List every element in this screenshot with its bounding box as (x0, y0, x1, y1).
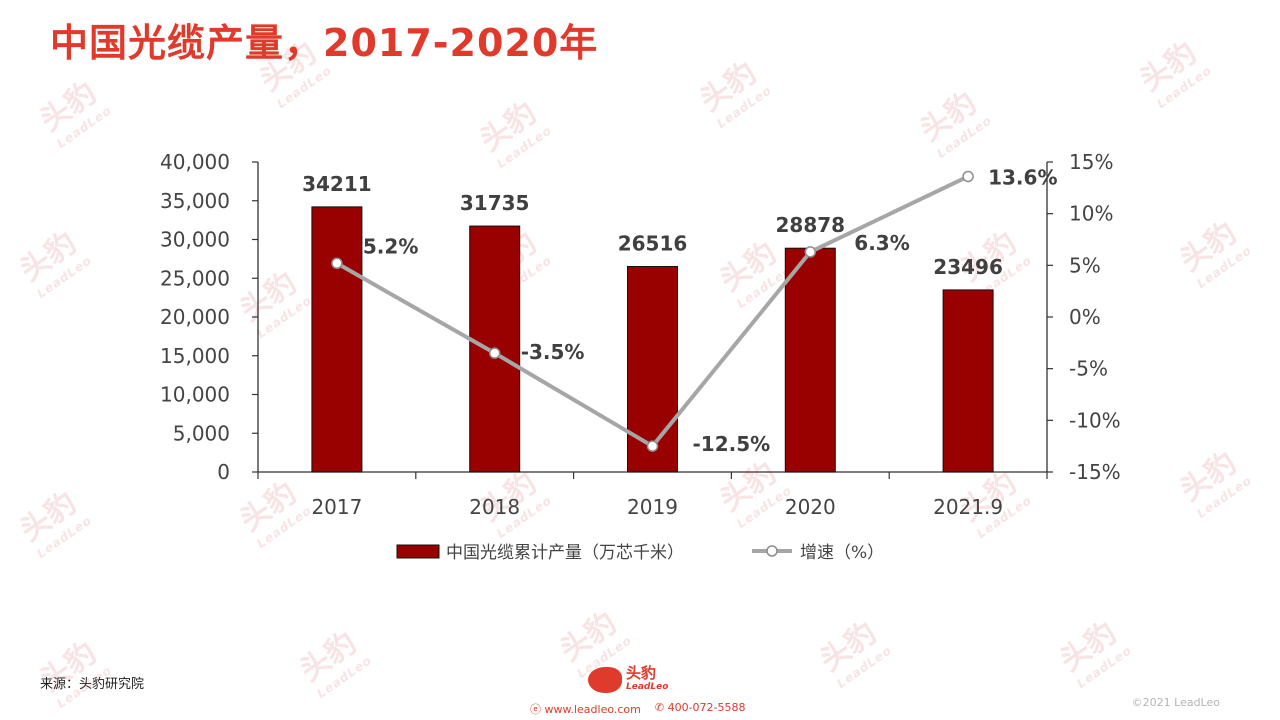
left-tick-label: 15,000 (160, 344, 230, 368)
right-tick-label: 0% (1069, 305, 1101, 329)
x-tick-label: 2018 (469, 495, 520, 519)
leopard-logo-icon (588, 667, 622, 693)
growth-point (804, 246, 817, 258)
x-tick-label: 2021.9 (933, 495, 1003, 519)
bar (784, 247, 836, 473)
source-note: 来源：头豹研究院 (40, 677, 145, 692)
phone-text: 400-072-5588 (667, 701, 746, 714)
legend-line-marker (766, 545, 778, 557)
x-tick-label: 2020 (785, 495, 836, 519)
line-data-label: -12.5% (693, 432, 771, 456)
website-link[interactable]: ⓔ www.leadleo.com (530, 701, 641, 717)
x-tick-label: 2017 (311, 495, 362, 519)
bar-data-label: 28878 (776, 213, 846, 237)
line-data-label: 13.6% (988, 165, 1057, 189)
page-title: 中国光缆产量，2017-2020年 (50, 21, 599, 65)
bar-data-label: 31735 (460, 191, 530, 215)
footer-contact: ⓔ www.leadleo.com ✆ 400-072-5588 (530, 701, 746, 717)
left-tick-label: 35,000 (160, 189, 230, 213)
x-tick-label: 2019 (627, 495, 678, 519)
growth-point (646, 440, 659, 452)
right-tick-label: -10% (1069, 408, 1121, 432)
bar-data-label: 23496 (933, 255, 1003, 279)
left-tick-label: 30,000 (160, 228, 230, 252)
growth-point (331, 257, 343, 270)
line-data-label: 6.3% (854, 231, 909, 255)
left-tick-label: 10,000 (160, 383, 230, 407)
left-tick-label: 25,000 (160, 266, 230, 290)
right-tick-label: -15% (1069, 460, 1121, 484)
left-tick-label: 5,000 (173, 421, 230, 445)
web-icon: ⓔ (530, 703, 541, 716)
line-data-label: 5.2% (363, 234, 418, 258)
bar (942, 289, 994, 473)
growth-point (488, 347, 501, 359)
line-data-label: -3.5% (521, 340, 585, 364)
legend-bar-label: 中国光缆累计产量（万芯千米） (446, 543, 684, 563)
legend-bar-swatch (396, 544, 440, 559)
right-tick-label: 5% (1069, 253, 1101, 277)
right-tick-label: 10% (1069, 202, 1113, 226)
website-text: www.leadleo.com (544, 703, 641, 716)
growth-point (962, 170, 974, 183)
legend-line-label: 增速（%） (800, 543, 884, 563)
left-tick-label: 0 (217, 460, 230, 484)
footer-logo: 头豹 LeadLeo (588, 666, 668, 694)
logo-name: 头豹 (626, 664, 657, 682)
bar-data-label: 26516 (618, 232, 688, 256)
bar-data-label: 34211 (302, 172, 372, 196)
copyright: ©2021 LeadLeo (1131, 696, 1220, 709)
logo-sub: LeadLeo (626, 682, 669, 692)
left-tick-label: 20,000 (160, 305, 230, 329)
logo-text: 头豹 LeadLeo (626, 666, 668, 694)
phone-number: ✆ 400-072-5588 (655, 701, 746, 717)
bar (311, 206, 363, 473)
right-tick-label: 15% (1069, 150, 1113, 174)
left-tick-label: 40,000 (160, 150, 230, 174)
right-tick-label: -5% (1069, 357, 1108, 381)
phone-icon: ✆ (654, 701, 665, 714)
